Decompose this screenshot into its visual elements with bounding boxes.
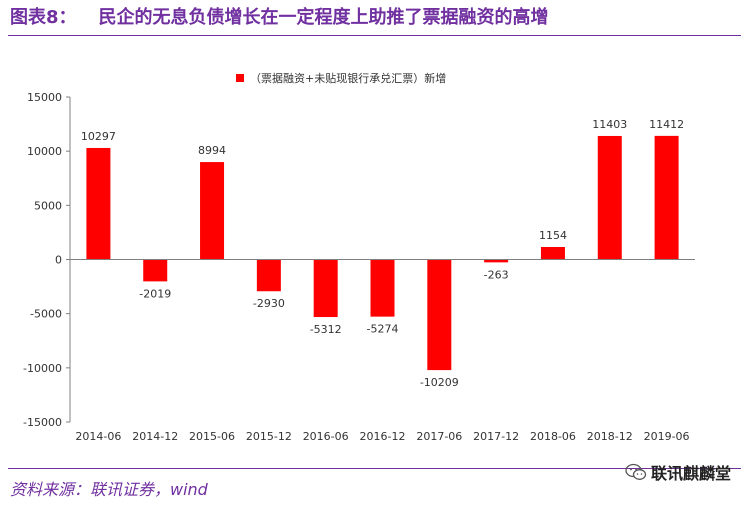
bar <box>200 162 225 260</box>
y-tick-label: -5000 <box>30 308 62 321</box>
data-label: 10297 <box>81 130 116 143</box>
bar <box>86 147 111 260</box>
y-axis: 15000 10000 5000 0 -5000 -10000 -15000 <box>23 91 71 429</box>
bar <box>143 259 168 282</box>
bar <box>597 135 622 260</box>
watermark-text: 联讯麒麟堂 <box>650 464 731 483</box>
y-tick-label: 5000 <box>34 199 62 212</box>
x-axis: 2014-06 2014-12 2015-06 2015-12 2016-06 2016-… <box>70 259 695 443</box>
figure-label: 图表8： <box>10 7 77 28</box>
x-tick-label: 2018-12 <box>587 430 633 443</box>
data-label: -5312 <box>310 323 342 336</box>
data-label: -10209 <box>420 376 459 389</box>
bar <box>654 135 679 260</box>
x-tick-label: 2017-06 <box>416 430 462 443</box>
figure-title: 图表8： 民企的无息负债增长在一定程度上助推了票据融资的高增 <box>10 4 549 32</box>
data-label: 11403 <box>592 118 627 131</box>
legend-label: （票据融资+未贴现银行承兑汇票）新增 <box>250 71 446 85</box>
source-note: 资料来源：联讯证券，wind <box>10 480 208 499</box>
title-divider <box>8 35 741 36</box>
figure-title-text: 民企的无息负债增长在一定程度上助推了票据融资的高增 <box>98 7 549 28</box>
bar <box>313 259 338 318</box>
bar <box>370 259 395 317</box>
data-label: 1154 <box>539 229 567 242</box>
data-label: -263 <box>484 268 509 281</box>
chart-legend: （票据融资+未贴现银行承兑汇票）新增 <box>236 71 446 85</box>
data-label: -2930 <box>253 297 285 310</box>
data-label: -2019 <box>139 287 171 300</box>
watermark: 联讯麒麟堂 <box>625 460 731 484</box>
bars: 10297 -2019 8994 -2930 -5312 -5274 -10209 -263 1… <box>81 118 684 389</box>
x-tick-label: 2018-06 <box>530 430 576 443</box>
data-label: -5274 <box>367 323 399 336</box>
data-label: 8994 <box>198 144 226 157</box>
x-tick-label: 2015-12 <box>246 430 292 443</box>
bar <box>540 246 565 260</box>
x-tick-label: 2019-06 <box>644 430 690 443</box>
y-tick-label: 0 <box>55 254 62 267</box>
y-tick-label: 15000 <box>27 91 62 104</box>
bar <box>484 259 509 263</box>
x-tick-label: 2014-12 <box>132 430 178 443</box>
data-label: 11412 <box>649 118 684 131</box>
x-tick-label: 2017-12 <box>473 430 519 443</box>
legend-swatch <box>236 74 244 82</box>
wechat-icon <box>625 463 647 480</box>
bar <box>256 259 281 292</box>
source-divider <box>8 468 741 469</box>
y-tick-label: -15000 <box>23 416 62 429</box>
y-tick-label: -10000 <box>23 362 62 375</box>
x-tick-label: 2016-12 <box>360 430 406 443</box>
y-tick-label: 10000 <box>27 145 62 158</box>
x-tick-label: 2014-06 <box>75 430 121 443</box>
x-tick-label: 2016-06 <box>303 430 349 443</box>
x-tick-label: 2015-06 <box>189 430 235 443</box>
bar <box>427 259 452 371</box>
